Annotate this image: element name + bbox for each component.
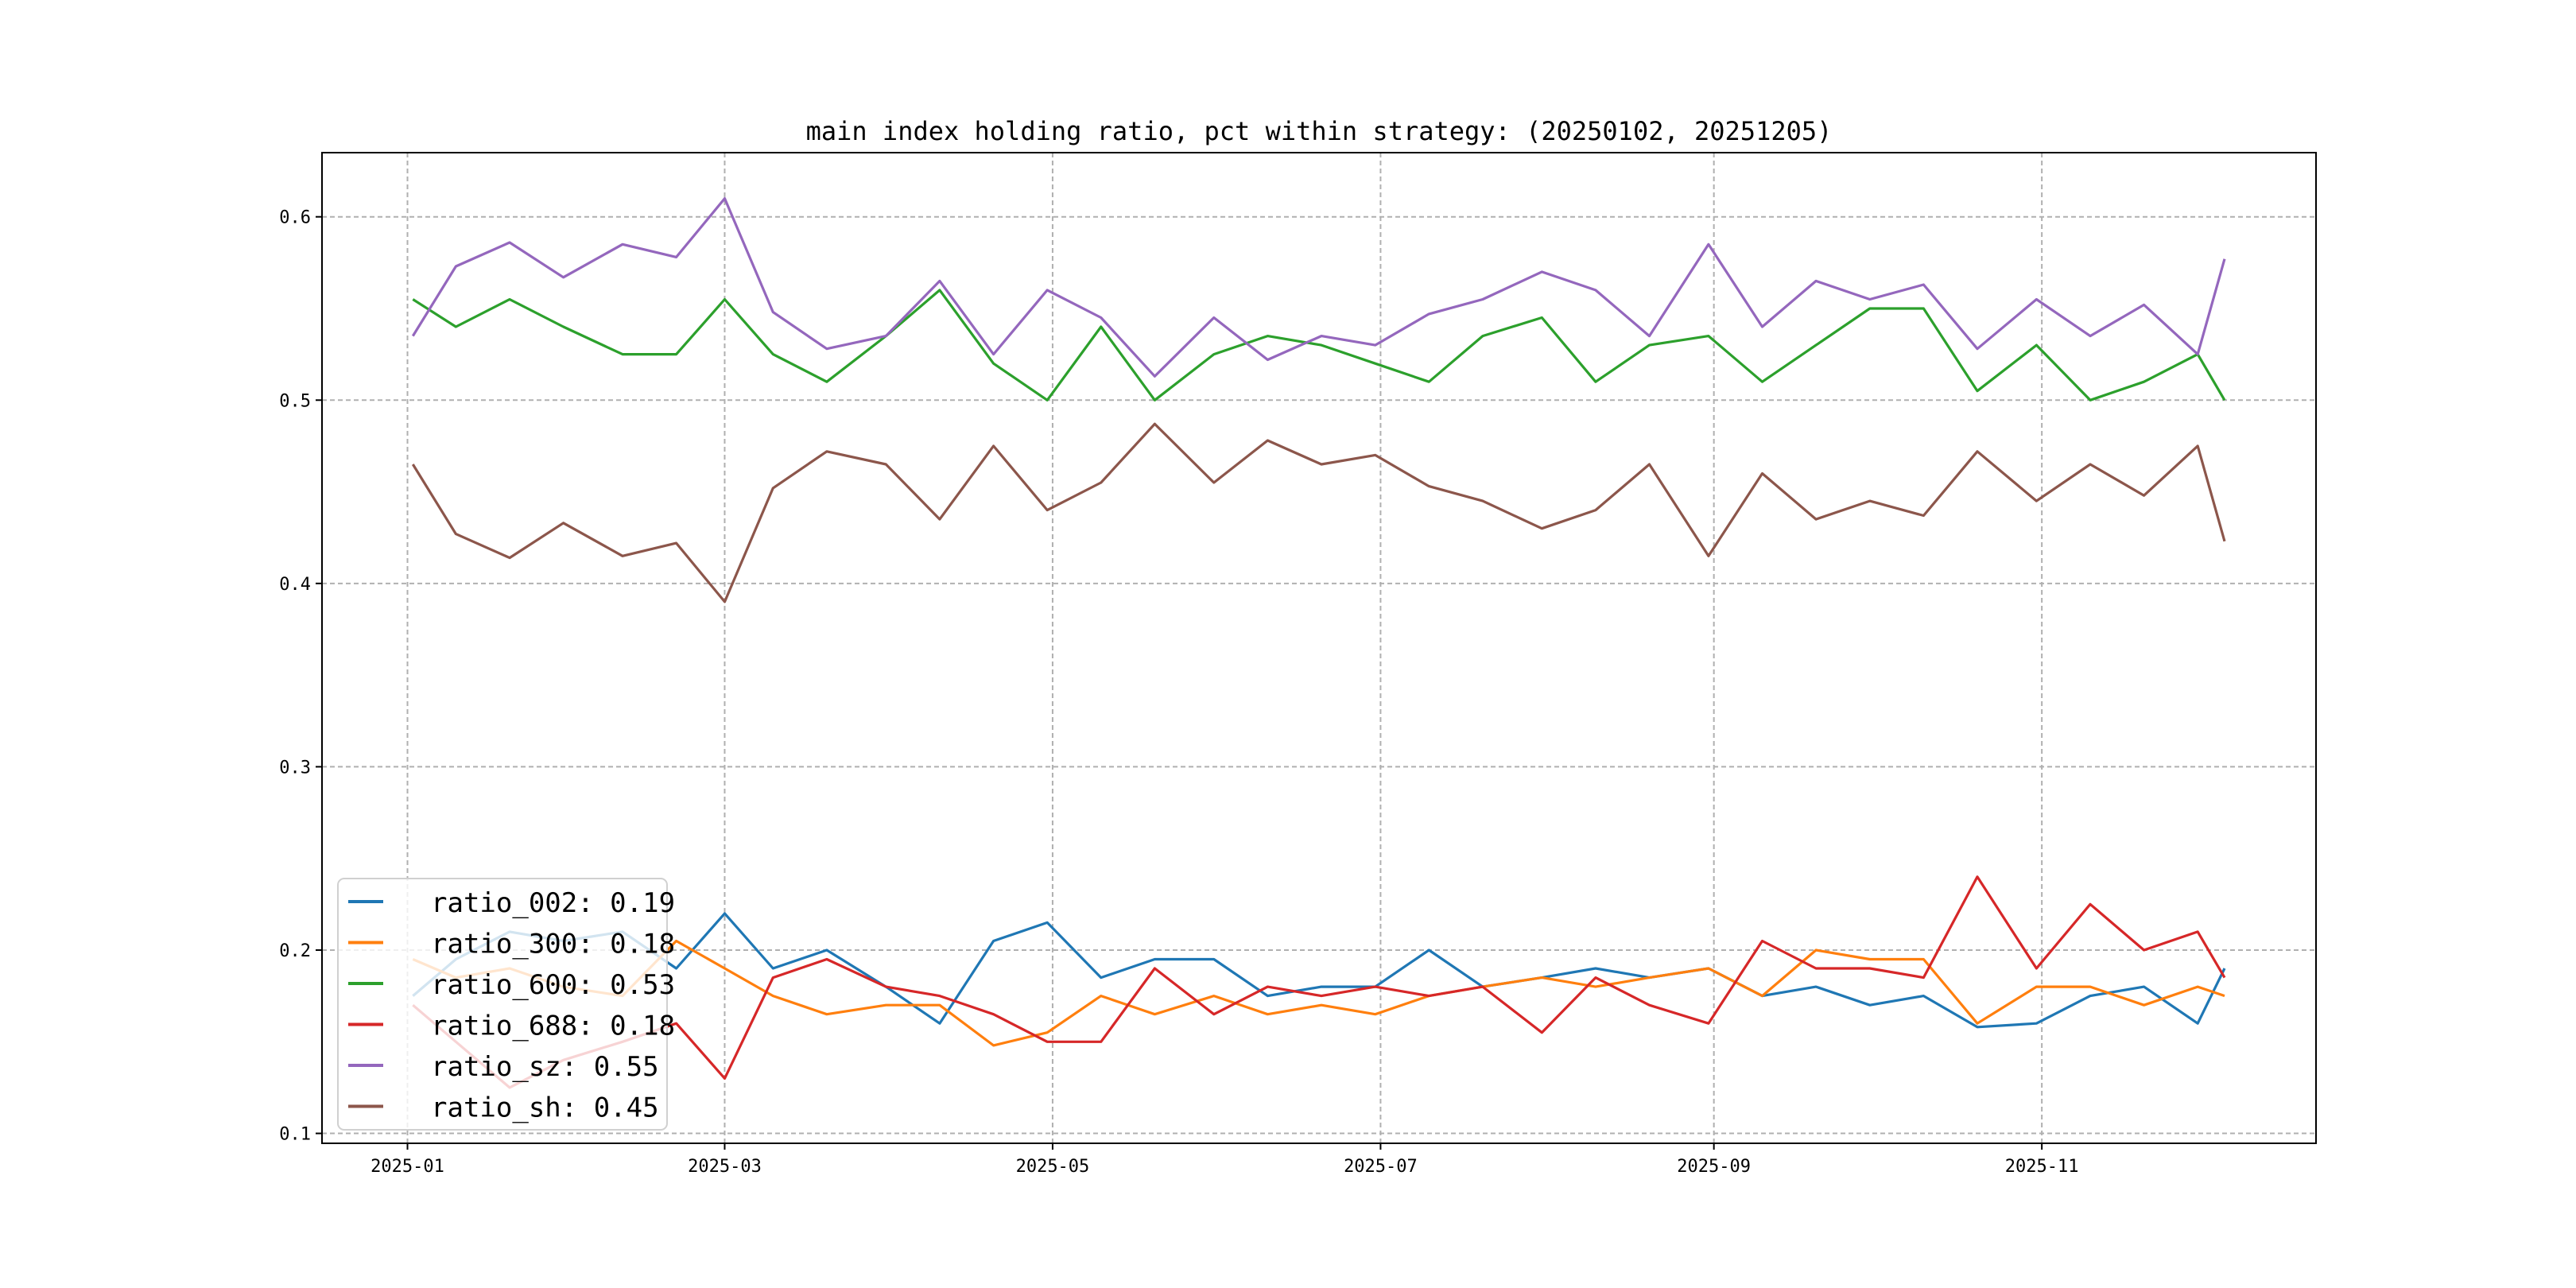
series-line-ratio_002 [412, 912, 2226, 1029]
x-tick-label: 2025-09 [1677, 1157, 1751, 1177]
legend-label-ratio_002: ratio_002: 0.19 [431, 887, 675, 919]
y-tick-label: 0.1 [279, 1125, 311, 1145]
series-lines [411, 197, 2226, 1089]
plot-frame [321, 152, 2317, 1144]
legend-label-ratio_600: ratio_600: 0.53 [431, 969, 675, 1001]
y-tick-label: 0.4 [279, 575, 311, 595]
y-tick-label: 0.5 [279, 391, 311, 411]
series-line-ratio_600 [412, 289, 2226, 402]
legend-label-ratio_sz: ratio_sz: 0.55 [431, 1051, 659, 1083]
series-line-ratio_sz [411, 197, 2226, 378]
legend-box [337, 878, 668, 1131]
x-tick-label: 2025-11 [2005, 1157, 2079, 1177]
axes: 0.1 0.2 0.3 0.4 0.5 0.6 2025-01 2025-03 2025-05 2… [279, 208, 2078, 1177]
x-tick-label: 2025-05 [1016, 1157, 1090, 1177]
legend-label-ratio_688: ratio_688: 0.18 [431, 1011, 675, 1042]
y-tick-label: 0.2 [279, 941, 311, 961]
series-line-ratio_300 [412, 939, 2225, 1047]
legend: ratio_002: 0.19 ratio_300: 0.18 ratio_600:… [337, 878, 675, 1131]
x-tick-label: 2025-03 [688, 1157, 762, 1177]
x-tick-label: 2025-07 [1344, 1157, 1418, 1177]
series-line-ratio_688 [412, 875, 2226, 1089]
legend-label-ratio_300: ratio_300: 0.18 [431, 929, 675, 960]
grid [322, 153, 2316, 1143]
x-tick-label: 2025-01 [370, 1157, 444, 1177]
legend-label-ratio_sh: ratio_sh: 0.45 [431, 1092, 659, 1124]
series-line-ratio_sh [411, 422, 2226, 603]
chart-title: main index holding ratio, pct within str… [806, 116, 1833, 146]
y-tick-label: 0.3 [279, 758, 311, 778]
y-tick-label: 0.6 [279, 208, 311, 228]
